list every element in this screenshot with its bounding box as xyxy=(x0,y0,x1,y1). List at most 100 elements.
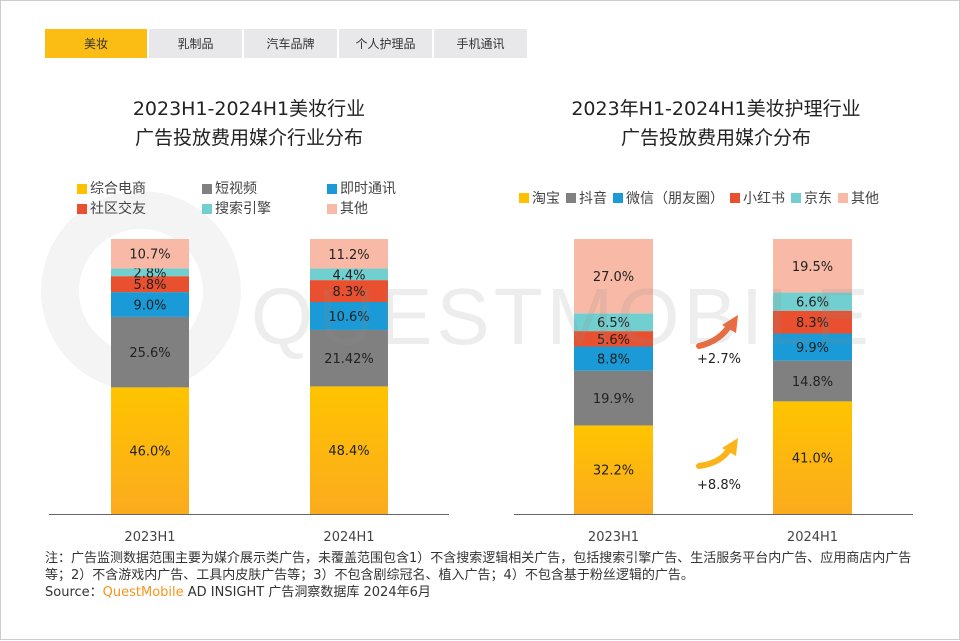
data-label: 19.5% xyxy=(792,260,833,275)
legend-swatch xyxy=(791,193,801,203)
left-legend: 综合电商 短视频 即时通讯社区交友 搜索引擎 其他 xyxy=(77,179,457,219)
bar-segment xyxy=(111,316,189,388)
tab-auto[interactable]: 汽车品牌 xyxy=(244,29,337,58)
bar-segment xyxy=(111,387,189,514)
bar-segment xyxy=(111,268,189,277)
legend-label: 搜索引擎 xyxy=(215,201,271,217)
source-line: Source：QuestMobile AD INSIGHT 广告洞察数据库 20… xyxy=(45,584,925,601)
data-label: 6.5% xyxy=(597,316,630,331)
source-prefix: Source： xyxy=(45,585,103,600)
legend-label: 即时通讯 xyxy=(340,181,396,197)
legend-label: 短视频 xyxy=(215,181,257,197)
category-label: 2023H1 xyxy=(588,530,639,545)
bar-segment xyxy=(310,386,388,514)
bar-segment xyxy=(574,346,653,371)
legend-swatch xyxy=(202,184,212,194)
legend-label: 淘宝 xyxy=(532,191,560,207)
data-label: 9.9% xyxy=(796,341,829,356)
legend-item: 综合电商 xyxy=(77,179,196,199)
legend-swatch xyxy=(77,184,87,194)
legend-label: 小红书 xyxy=(743,191,785,207)
legend-label: 其他 xyxy=(851,191,879,207)
source-rest: AD INSIGHT 广告洞察数据库 2024年6月 xyxy=(183,585,431,600)
note-text: 注：广告监测数据范围主要为媒介展示类广告，未覆盖范围包含1）不含搜索逻辑相关广告… xyxy=(45,551,912,583)
tab-personal-care[interactable]: 个人护理品 xyxy=(339,29,432,58)
legend-swatch xyxy=(613,193,623,203)
data-label: 21.42% xyxy=(324,352,374,367)
data-label: 14.8% xyxy=(792,375,833,390)
data-label: 4.4% xyxy=(332,268,365,283)
bar-segment xyxy=(773,292,852,311)
data-label: 46.0% xyxy=(129,445,170,460)
legend-item: 京东 xyxy=(791,188,832,208)
bar-segment xyxy=(574,370,653,426)
data-label: 41.0% xyxy=(792,452,833,467)
bar-segment xyxy=(773,401,852,514)
category-label: 2024H1 xyxy=(787,530,838,545)
data-label: 5.8% xyxy=(133,278,166,293)
legend-item: 淘宝 xyxy=(519,188,560,208)
footnote: 注：广告监测数据范围主要为媒介展示类广告，未覆盖范围包含1）不含搜索逻辑相关广告… xyxy=(45,550,925,601)
legend-swatch xyxy=(566,193,576,203)
bar-segment xyxy=(773,310,852,334)
legend-swatch xyxy=(519,193,529,203)
bar-segment xyxy=(111,276,189,293)
legend-item: 即时通讯 xyxy=(327,179,446,199)
legend-label: 抖音 xyxy=(579,191,607,207)
right-chart-title: 2023年H1-2024H1美妆护理行业 广告投放费用媒介分布 xyxy=(511,95,921,153)
legend-item: 社区交友 xyxy=(77,199,196,219)
legend-label: 社区交友 xyxy=(90,201,146,217)
data-label: 48.4% xyxy=(328,444,369,459)
tab-mobile[interactable]: 手机通讯 xyxy=(434,29,527,58)
legend-label: 微信（朋友圈） xyxy=(626,191,724,207)
legend-swatch xyxy=(838,193,848,203)
left-chart-title: 2023H1-2024H1美妆行业 广告投放费用媒介行业分布 xyxy=(49,95,449,153)
legend-item: 其他 xyxy=(327,199,446,219)
data-label: 32.2% xyxy=(593,464,634,479)
legend-swatch xyxy=(327,184,337,194)
title-line: 广告投放费用媒介行业分布 xyxy=(134,127,363,149)
bar-segment xyxy=(111,292,189,317)
arrow-head-icon xyxy=(722,438,738,456)
data-label: 10.6% xyxy=(328,310,369,325)
right-legend: 淘宝 抖音 微信（朋友圈） 小红书 京东 其他 xyxy=(519,188,939,208)
bar-segment xyxy=(773,333,852,361)
tab-beauty[interactable]: 美妆 xyxy=(45,29,147,58)
bar-segment xyxy=(310,280,388,303)
legend-swatch xyxy=(730,193,740,203)
category-label: 2023H1 xyxy=(124,530,175,545)
data-label: 9.0% xyxy=(133,299,166,314)
arrow-head-icon xyxy=(722,315,738,333)
legend-label: 综合电商 xyxy=(90,181,146,197)
category-tabs: 美妆 乳制品 汽车品牌 个人护理品 手机通讯 xyxy=(45,29,527,58)
category-label: 2024H1 xyxy=(323,530,374,545)
annotation-label: +8.8% xyxy=(697,478,741,493)
bar-segment xyxy=(574,425,653,514)
data-label: 2.8% xyxy=(133,266,166,281)
tab-dairy[interactable]: 乳制品 xyxy=(149,29,242,58)
bar-segment xyxy=(773,239,852,293)
bar-segment xyxy=(310,302,388,330)
legend-item: 搜索引擎 xyxy=(202,199,321,219)
data-label: 27.0% xyxy=(593,270,634,285)
data-label: 25.6% xyxy=(129,346,170,361)
bar-segment xyxy=(574,313,653,332)
title-line: 2023年H1-2024H1美妆护理行业 xyxy=(571,98,861,120)
data-label: 5.6% xyxy=(597,333,630,348)
data-label: 8.8% xyxy=(597,353,630,368)
legend-item: 微信（朋友圈） xyxy=(613,188,724,208)
data-label: 19.9% xyxy=(593,392,634,407)
bar-segment xyxy=(310,239,388,269)
annotation-label: +2.7% xyxy=(697,352,741,367)
bar-segment xyxy=(310,329,388,387)
legend-label: 京东 xyxy=(804,191,832,207)
legend-item: 其他 xyxy=(838,188,879,208)
data-label: 8.3% xyxy=(796,316,829,331)
legend-label: 其他 xyxy=(340,201,368,217)
legend-item: 小红书 xyxy=(730,188,785,208)
title-line: 2023H1-2024H1美妆行业 xyxy=(132,98,366,120)
bar-segment xyxy=(574,331,653,347)
data-label: 11.2% xyxy=(328,248,369,263)
legend-swatch xyxy=(202,204,212,214)
